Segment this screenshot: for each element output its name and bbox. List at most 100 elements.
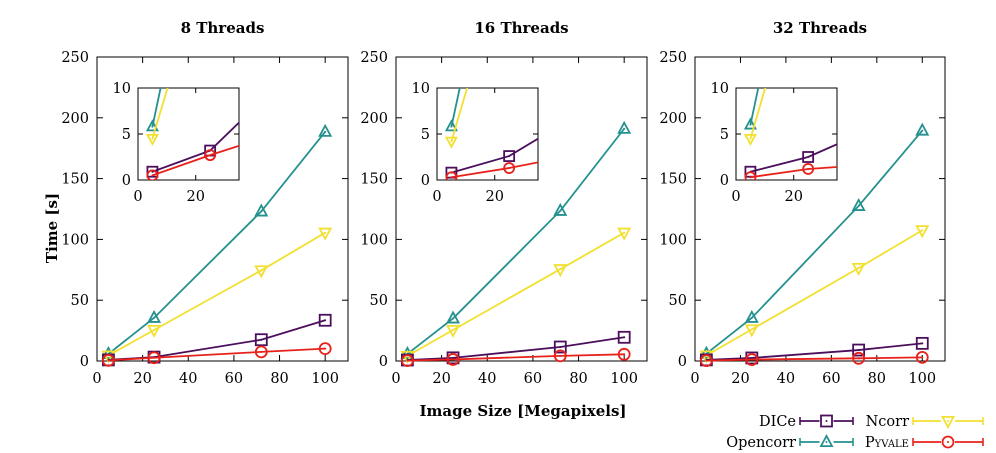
point-pyvale bbox=[915, 350, 929, 364]
inset-point-opencorr-dot bbox=[450, 125, 453, 128]
inset-y-tick-label: 0 bbox=[122, 173, 131, 189]
inset-point-pyvale bbox=[146, 169, 159, 180]
point-ncorr bbox=[553, 264, 568, 278]
point-opencorr-dot bbox=[559, 209, 562, 212]
point-opencorr bbox=[699, 345, 714, 359]
y-tick-label: 250 bbox=[659, 50, 687, 66]
inset-point-pyvale bbox=[802, 163, 815, 175]
legend-label-dice: DICe bbox=[759, 414, 796, 430]
point-pyvale bbox=[446, 353, 460, 366]
point-dice-dot bbox=[260, 338, 263, 341]
y-tick-label: 50 bbox=[71, 293, 89, 309]
x-tick-label: 60 bbox=[225, 371, 243, 387]
x-tick-label: 100 bbox=[908, 371, 936, 387]
legend-label-ncorr: Ncorr bbox=[866, 414, 909, 430]
point-pyvale-dot bbox=[107, 359, 110, 362]
point-ncorr-dot bbox=[750, 328, 753, 331]
legend-marker-opencorr-dot bbox=[825, 441, 828, 443]
point-pyvale bbox=[745, 353, 759, 366]
inset-line-pyvale bbox=[750, 166, 837, 179]
point-pyvale bbox=[102, 353, 115, 367]
x-tick-label: 40 bbox=[179, 371, 197, 387]
y-tick-label: 250 bbox=[360, 50, 388, 66]
legend-marker-dice bbox=[820, 414, 833, 428]
point-opencorr bbox=[400, 346, 415, 359]
point-pyvale-dot bbox=[324, 347, 327, 350]
inset-point-pyvale-dot bbox=[807, 167, 810, 170]
inset-x-tick-label: 20 bbox=[784, 189, 802, 205]
point-opencorr bbox=[318, 123, 333, 137]
inset-point-opencorr bbox=[444, 119, 458, 132]
inset-point-ncorr bbox=[444, 136, 458, 149]
point-pyvale bbox=[553, 349, 567, 363]
panel-title: 8 Threads bbox=[181, 19, 265, 37]
point-opencorr-dot bbox=[623, 127, 626, 130]
point-pyvale-dot bbox=[705, 359, 708, 362]
inset-plot-area bbox=[444, 88, 538, 180]
point-opencorr bbox=[744, 309, 759, 323]
point-dice-dot bbox=[857, 349, 860, 352]
inset-line-dice bbox=[152, 121, 239, 173]
x-tick-label: 20 bbox=[133, 371, 151, 387]
inset-y-tick-label: 0 bbox=[421, 173, 430, 189]
legend: DICe Ncorr Opencorr Pyvale bbox=[726, 414, 984, 451]
y-axis-label: Time [s] bbox=[43, 193, 61, 263]
legend-marker-pyvale-dot bbox=[947, 441, 949, 443]
panel-title: 32 Threads bbox=[773, 19, 867, 37]
inset-point-dice bbox=[802, 151, 815, 163]
y-tick-label: 150 bbox=[659, 172, 687, 188]
plot-frame bbox=[694, 56, 946, 362]
point-ncorr bbox=[744, 324, 759, 338]
y-tick-label: 250 bbox=[61, 50, 89, 66]
inset-point-pyvale-dot bbox=[151, 174, 154, 177]
inset-x-tick-label: 20 bbox=[186, 189, 204, 205]
x-tick-label: 100 bbox=[610, 371, 638, 387]
plot-frame bbox=[96, 56, 349, 362]
y-tick-label: 0 bbox=[678, 354, 687, 370]
inset: 0 20 0 5 10 bbox=[711, 81, 838, 205]
x-tick-label: 0 bbox=[92, 371, 101, 387]
point-pyvale-dot bbox=[153, 356, 156, 359]
point-ncorr bbox=[851, 262, 866, 276]
point-opencorr bbox=[617, 120, 632, 134]
legend-label-pyvale: Pyvale bbox=[865, 435, 909, 451]
point-opencorr bbox=[851, 198, 866, 211]
inset-y-tick-label: 10 bbox=[412, 81, 430, 97]
y-tick-label: 200 bbox=[360, 111, 388, 127]
point-ncorr-dot bbox=[559, 268, 562, 271]
point-opencorr-dot bbox=[750, 316, 753, 319]
inset-line-dice bbox=[451, 137, 538, 174]
y-tick-label: 100 bbox=[61, 232, 89, 248]
point-opencorr bbox=[553, 202, 568, 216]
inset-plot-area bbox=[145, 88, 239, 180]
inset-point-ncorr bbox=[145, 133, 159, 146]
y-tick-label: 100 bbox=[360, 232, 388, 248]
inset-point-ncorr-dot bbox=[450, 140, 453, 143]
inset-point-opencorr-dot bbox=[151, 125, 154, 128]
inset-y-tick-label: 0 bbox=[720, 173, 729, 189]
legend-label-opencorr: Opencorr bbox=[726, 435, 796, 451]
series-line-pyvale bbox=[108, 347, 326, 362]
y-tick-label: 50 bbox=[370, 293, 388, 309]
x-tick-label: 40 bbox=[777, 371, 795, 387]
point-opencorr bbox=[147, 309, 162, 323]
inset-y-tick-label: 10 bbox=[113, 81, 131, 97]
point-dice bbox=[553, 340, 567, 354]
series-line-ncorr bbox=[107, 231, 326, 357]
x-tick-label: 60 bbox=[822, 371, 840, 387]
point-opencorr-dot bbox=[857, 204, 860, 207]
inset-x-tick-label: 20 bbox=[485, 189, 503, 205]
inset-x-tick-label: 0 bbox=[731, 189, 740, 205]
inset-point-pyvale bbox=[744, 171, 757, 180]
point-opencorr-dot bbox=[260, 210, 263, 213]
y-tick-label: 150 bbox=[61, 172, 89, 188]
inset: 0 20 0 5 10 bbox=[113, 81, 240, 205]
y-tick-label: 0 bbox=[80, 354, 89, 370]
point-ncorr-dot bbox=[153, 328, 156, 331]
point-pyvale bbox=[617, 347, 631, 361]
point-ncorr bbox=[915, 225, 930, 239]
point-ncorr-dot bbox=[452, 328, 455, 331]
inset: 0 20 0 5 10 bbox=[412, 81, 539, 205]
